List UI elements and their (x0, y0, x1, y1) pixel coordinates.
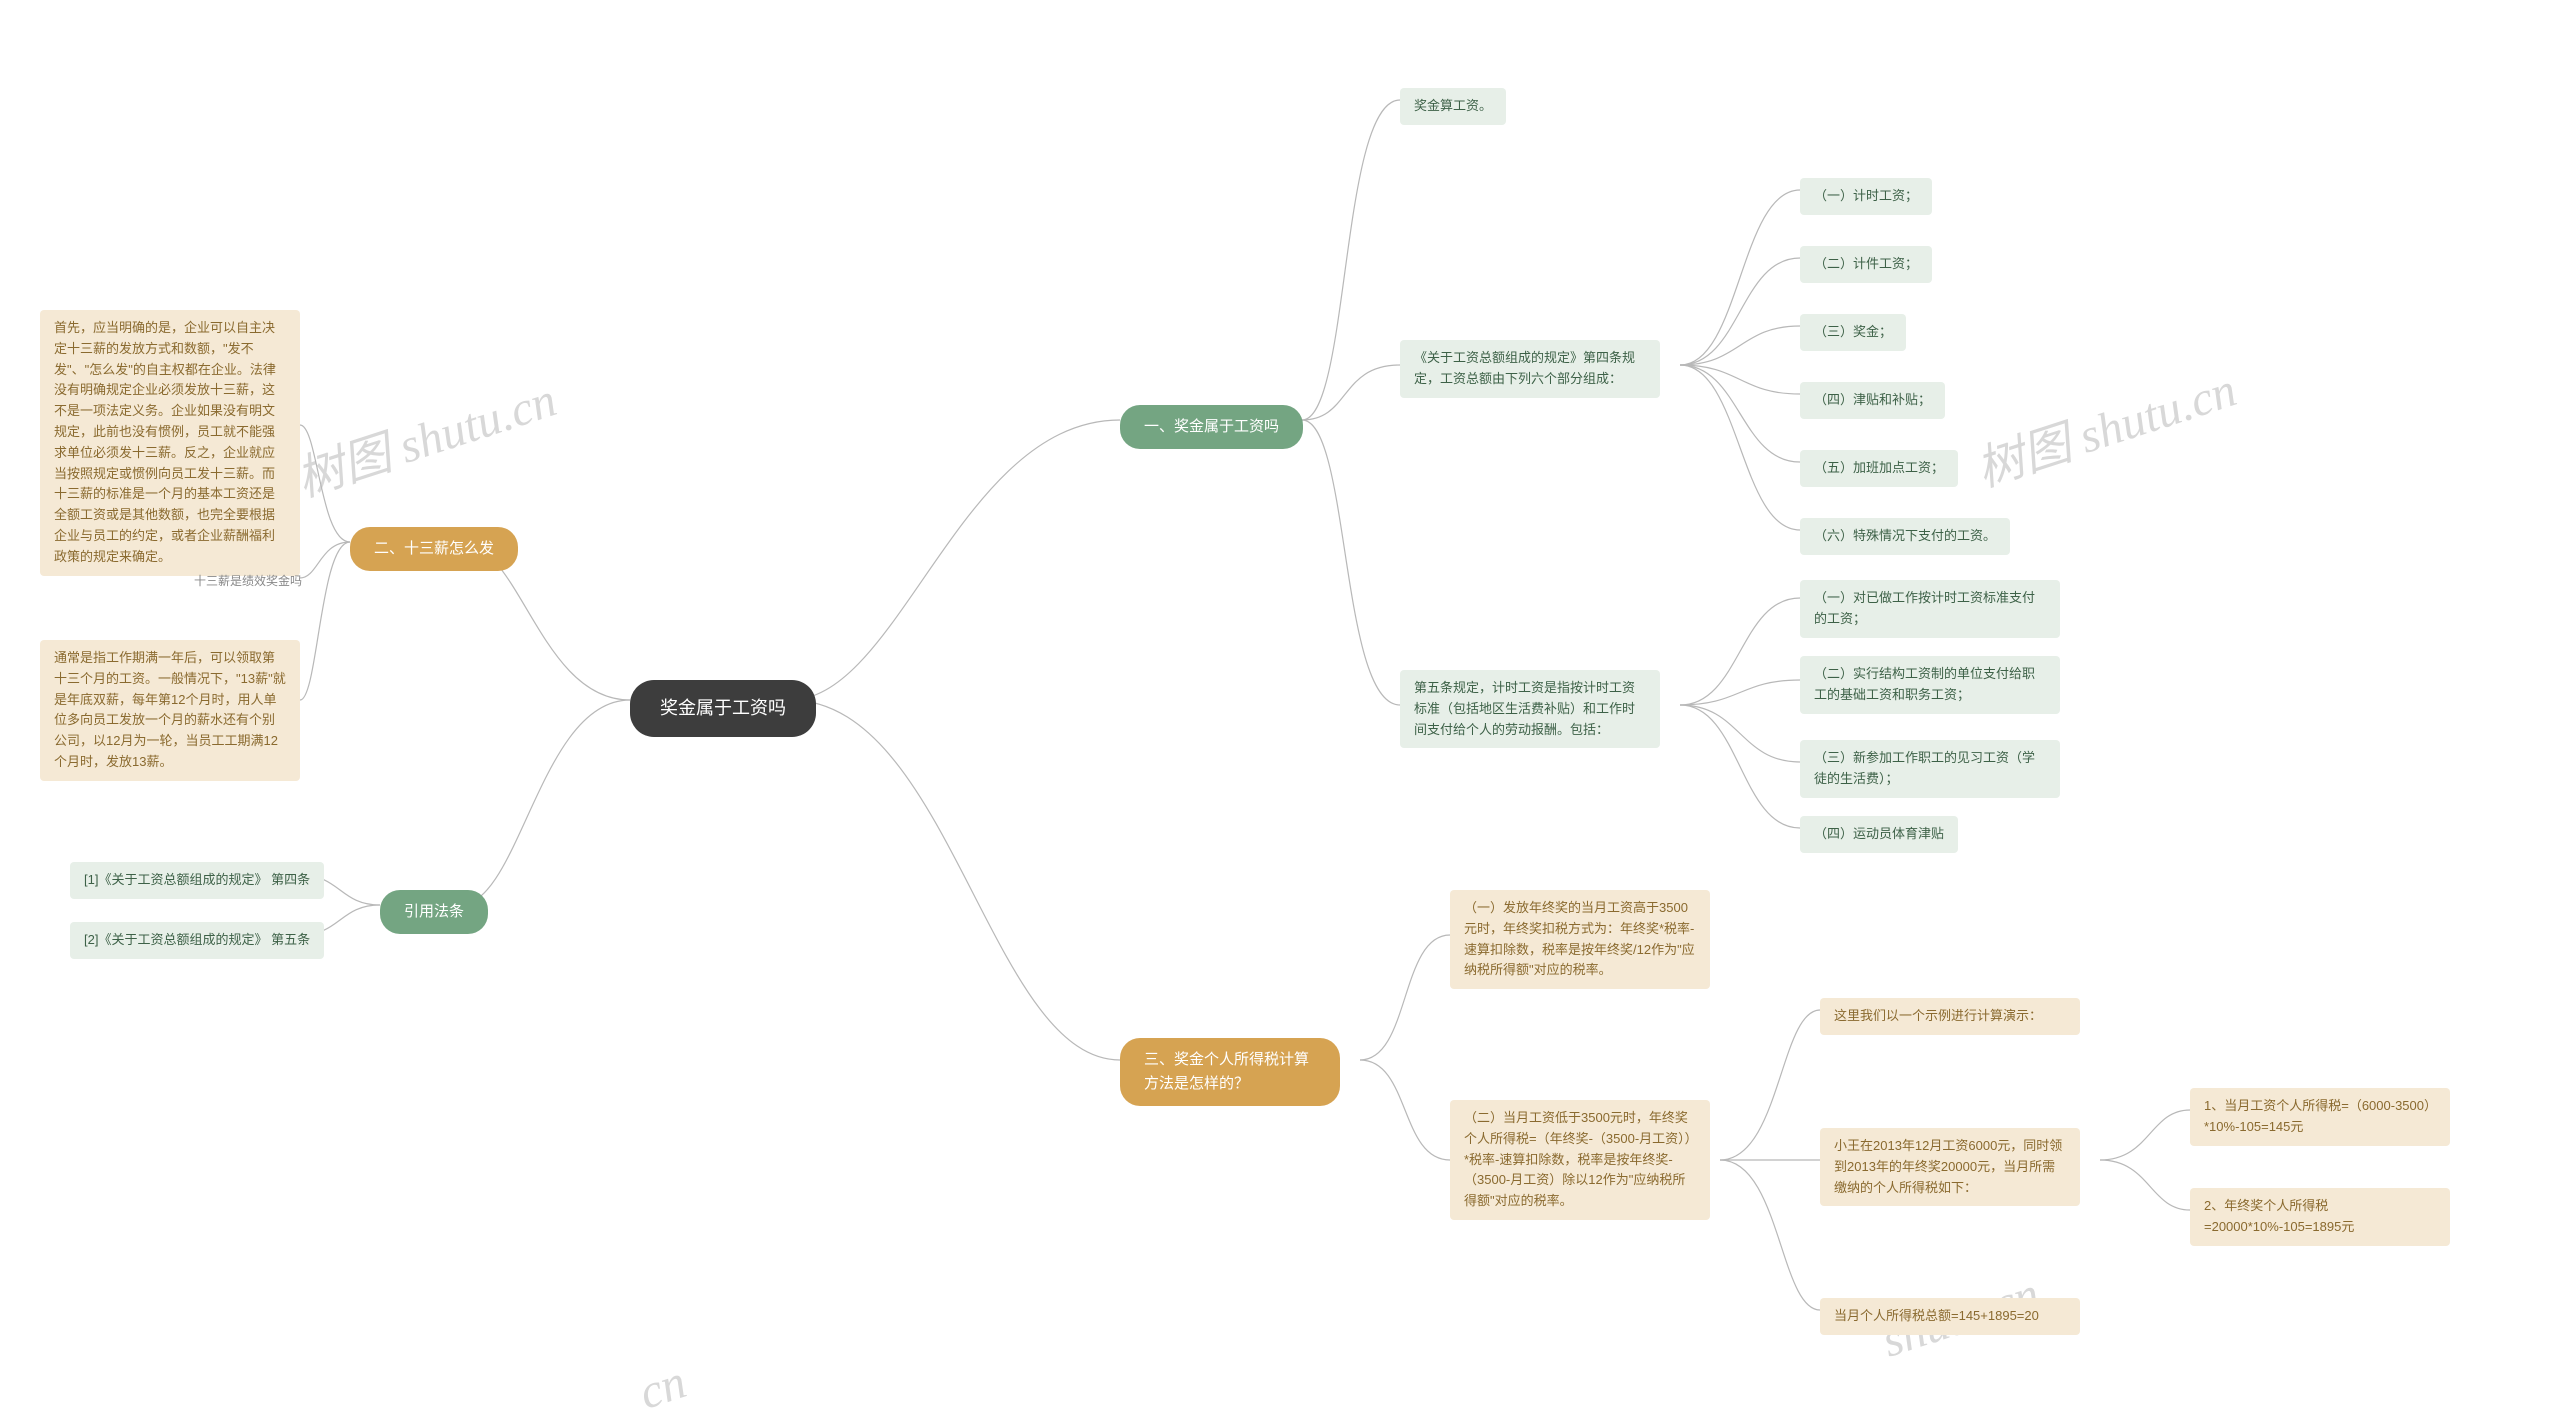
branch3-b: （二）当月工资低于3500元时，年终奖个人所得税=（年终奖-（3500-月工资）… (1450, 1100, 1710, 1220)
connectors-svg (0, 0, 2560, 1421)
branch3-example-case: 小王在2013年12月工资6000元，同时领到2013年的年终奖20000元，当… (1820, 1128, 2080, 1206)
branch3-title[interactable]: 三、奖金个人所得税计算方法是怎样的？ (1120, 1038, 1340, 1106)
watermark: 树图 shutu.cn (1966, 350, 2244, 500)
branch1-c-item: （一）对已做工作按计时工资标准支付的工资； (1800, 580, 2060, 638)
branch1-c: 第五条规定，计时工资是指按计时工资标准（包括地区生活费补贴）和工作时间支付给个人… (1400, 670, 1660, 748)
branch1-b-item: （三）奖金； (1800, 314, 1906, 351)
branch3-calc: 1、当月工资个人所得税=（6000-3500）*10%-105=145元 (2190, 1088, 2450, 1146)
branch1-b-item: （二）计件工资； (1800, 246, 1932, 283)
branch2-sub: 十三薪是绩效奖金吗 (190, 570, 306, 593)
branch1-b-item: （五）加班加点工资； (1800, 450, 1958, 487)
branch1-c-item: （四）运动员体育津贴 (1800, 816, 1958, 853)
branch1-c-item: （三）新参加工作职工的见习工资（学徒的生活费）； (1800, 740, 2060, 798)
branch3-a: （一）发放年终奖的当月工资高于3500元时，年终奖扣税方式为：年终奖*税率-速算… (1450, 890, 1710, 989)
branch1-c-item: （二）实行结构工资制的单位支付给职工的基础工资和职务工资； (1800, 656, 2060, 714)
watermark: cn (633, 1354, 693, 1420)
branch2-para2: 通常是指工作期满一年后，可以领取第十三个月的工资。一般情况下，"13薪"就是年底… (40, 640, 300, 781)
branch1-b-item: （一）计时工资； (1800, 178, 1932, 215)
branch3-example-intro: 这里我们以一个示例进行计算演示： (1820, 998, 2080, 1035)
branch1-b-item: （四）津贴和补贴； (1800, 382, 1945, 419)
branch3-total: 当月个人所得税总额=145+1895=20 (1820, 1298, 2080, 1335)
branch1-b: 《关于工资总额组成的规定》第四条规定，工资总额由下列六个部分组成： (1400, 340, 1660, 398)
branch1-title[interactable]: 一、奖金属于工资吗 (1120, 405, 1303, 449)
branch2-title[interactable]: 二、十三薪怎么发 (350, 527, 518, 571)
branch1-b-item: （六）特殊情况下支付的工资。 (1800, 518, 2010, 555)
ref-item: [1]《关于工资总额组成的规定》 第四条 (70, 862, 324, 899)
branch1-a: 奖金算工资。 (1400, 88, 1506, 125)
ref-item: [2]《关于工资总额组成的规定》 第五条 (70, 922, 324, 959)
watermark: 树图 shutu.cn (286, 360, 564, 510)
branch3-calc: 2、年终奖个人所得税=20000*10%-105=1895元 (2190, 1188, 2450, 1246)
branch-ref-title[interactable]: 引用法条 (380, 890, 488, 934)
branch2-para1: 首先，应当明确的是，企业可以自主决定十三薪的发放方式和数额，"发不发"、"怎么发… (40, 310, 300, 576)
root-node[interactable]: 奖金属于工资吗 (630, 680, 816, 737)
